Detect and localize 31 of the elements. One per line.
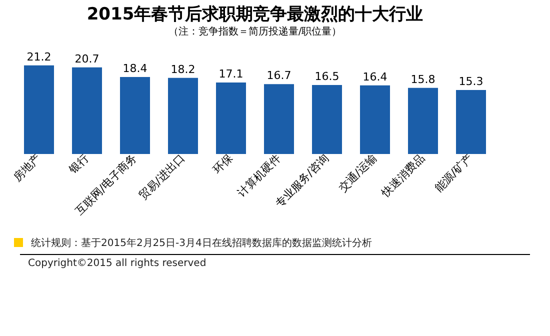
bar	[120, 77, 150, 154]
x-tick-label: 能源/矿产	[432, 152, 476, 194]
text: Copyright©2015 all rights reserved	[20, 254, 530, 272]
data-label: 21.2	[26, 50, 52, 64]
data-label: 15.8	[410, 72, 436, 86]
data-label: 16.4	[362, 70, 388, 84]
data-label: 18.2	[170, 62, 196, 76]
data-label: 16.7	[266, 69, 292, 82]
bar	[264, 84, 294, 154]
x-tick-label: 贸易/进出口	[136, 152, 188, 202]
data-label: 16.5	[314, 70, 340, 83]
data-label: 18.4	[122, 62, 148, 76]
x-tick-label: 银行	[66, 152, 92, 178]
text: 统计规则：基于2015年2月25日-3月4日在线招聘数据库的数据监测统计分析	[31, 236, 372, 250]
bar	[312, 85, 342, 154]
bar	[360, 85, 390, 154]
bar	[456, 90, 486, 154]
bar	[72, 67, 102, 154]
data-label: 15.3	[458, 75, 484, 88]
x-tick-label: 快速消费品	[378, 152, 428, 200]
bar	[24, 65, 54, 154]
x-tick-label: 交通/运输	[336, 152, 380, 194]
x-tick-label: 房地产	[10, 152, 44, 184]
data-label: 17.1	[218, 67, 244, 80]
bar	[408, 88, 438, 154]
bar	[216, 82, 246, 154]
chart-title: 2015年春节后求职期竞争最激烈的十大行业	[86, 4, 424, 24]
bar	[168, 78, 198, 154]
x-tick-label: 环保	[210, 152, 236, 176]
data-label: 20.7	[74, 52, 100, 66]
chart-subtitle: （注：竞争指数＝简历投递量/职位量）	[168, 25, 342, 38]
